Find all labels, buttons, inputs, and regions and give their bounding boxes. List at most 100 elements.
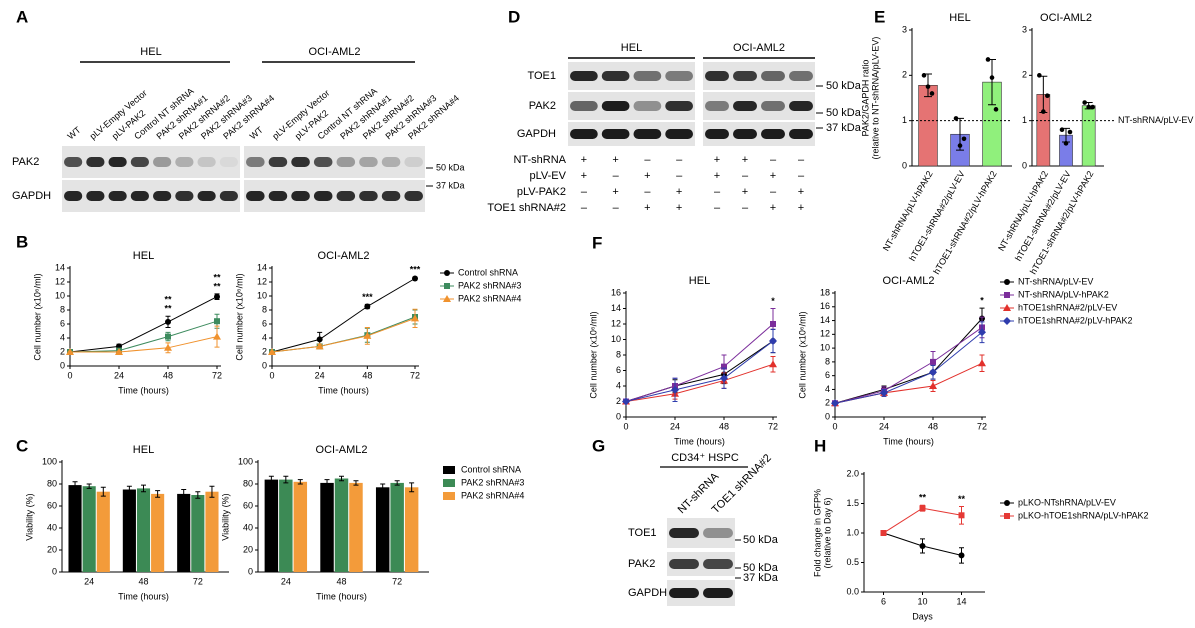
x-tick-label: 48 — [163, 370, 173, 380]
band — [601, 101, 630, 111]
band — [153, 157, 172, 167]
band — [86, 191, 105, 201]
series-line — [883, 507, 962, 534]
error-bar — [409, 482, 415, 493]
x-tick-label: 14 — [956, 596, 966, 606]
error-bar — [86, 483, 92, 489]
row-label: PAK2 — [529, 100, 556, 112]
condition-sign: + — [714, 154, 720, 166]
condition-sign: + — [798, 202, 804, 214]
annotation: ** — [213, 272, 221, 282]
y-tick-label: 0 — [616, 411, 621, 421]
x-tick-label: 48 — [362, 370, 372, 380]
y-tick-label: 12 — [55, 276, 65, 286]
y-tick-label: 60 — [243, 500, 253, 510]
condition-sign: – — [798, 170, 805, 182]
band — [381, 157, 401, 167]
bar — [136, 488, 151, 572]
y-tick-label: 4 — [60, 332, 65, 342]
annotation: ** — [213, 281, 221, 291]
band — [733, 129, 757, 139]
point — [165, 333, 171, 340]
band — [705, 71, 729, 81]
band — [268, 191, 288, 201]
point — [363, 331, 372, 339]
band — [153, 191, 172, 201]
band — [175, 157, 194, 167]
band — [633, 101, 662, 111]
band — [601, 71, 630, 81]
y-tick-label: 8 — [825, 356, 830, 366]
x-axis-label: Time (hours) — [883, 436, 934, 446]
y-tick-label: 8 — [60, 304, 65, 314]
chart-title: OCI-AML2 — [318, 250, 370, 262]
data-point — [957, 143, 963, 148]
x-tick-label: 72 — [410, 370, 420, 380]
y-tick-label: 40 — [243, 522, 253, 532]
condition-sign: + — [612, 186, 618, 198]
bar — [293, 481, 308, 572]
panel-label: E — [874, 7, 885, 26]
legend-label: Control shRNA — [458, 267, 518, 277]
band — [291, 191, 310, 201]
legend-label: PAK2 shRNA#4 — [458, 293, 521, 303]
point — [958, 552, 965, 559]
bar — [1081, 105, 1096, 167]
condition-sign: – — [676, 170, 683, 182]
marker-label: 50 kDa — [743, 534, 779, 546]
condition-sign: – — [613, 202, 620, 214]
point — [115, 348, 123, 355]
data-point — [1063, 141, 1069, 146]
y-tick-label: 2 — [1022, 70, 1027, 80]
y-tick-label: 0 — [262, 360, 267, 370]
error-bar — [100, 486, 106, 497]
panel-label: H — [814, 436, 826, 455]
point — [443, 295, 451, 302]
band — [633, 71, 662, 81]
bar — [205, 491, 219, 572]
condition-sign: + — [742, 186, 748, 198]
band — [313, 157, 333, 167]
band — [246, 191, 265, 201]
y-axis-label: (relative to Day 6) — [822, 497, 832, 568]
y-tick-label: 14 — [257, 262, 267, 272]
row-label: GAPDH — [517, 128, 556, 140]
row-label: TOE1 — [628, 527, 657, 539]
x-tick-label: 48 — [138, 576, 148, 586]
x-tick-label: 48 — [719, 421, 729, 431]
error-bar — [339, 475, 344, 482]
point — [444, 283, 450, 289]
marker-label: 37 kDa — [826, 122, 862, 134]
y-tick-label: 10 — [820, 342, 830, 352]
y-tick-label: 12 — [820, 329, 830, 339]
y-tick-label: 10 — [257, 290, 267, 300]
y-tick-label: 60 — [47, 500, 57, 510]
x-tick-label: hTOE1-shRNA#2/pLV-EV — [907, 169, 967, 263]
marker-label: 50 kDa — [436, 162, 465, 172]
series-line — [625, 363, 774, 402]
y-tick-label: 8 — [616, 349, 621, 359]
band — [669, 528, 699, 538]
data-point — [1045, 93, 1050, 99]
point — [958, 512, 965, 519]
y-tick-label: 1 — [902, 115, 907, 125]
error-bar — [155, 490, 161, 498]
band — [665, 101, 693, 111]
point — [721, 363, 727, 370]
point — [769, 360, 777, 368]
point — [622, 397, 630, 406]
y-tick-label: 0 — [52, 566, 57, 576]
condition-sign: – — [714, 202, 721, 214]
band — [86, 157, 105, 167]
data-point — [925, 84, 931, 89]
condition-sign: – — [613, 170, 620, 182]
condition-sign: – — [644, 154, 651, 166]
condition-sign: + — [581, 170, 587, 182]
y-tick-label: 4 — [616, 380, 621, 390]
point — [978, 359, 986, 367]
y-tick-label: 6 — [825, 370, 830, 380]
y-tick-label: 0 — [902, 160, 907, 170]
band — [669, 588, 699, 598]
x-tick-label: 72 — [977, 421, 987, 431]
y-tick-label: 0 — [825, 411, 830, 421]
